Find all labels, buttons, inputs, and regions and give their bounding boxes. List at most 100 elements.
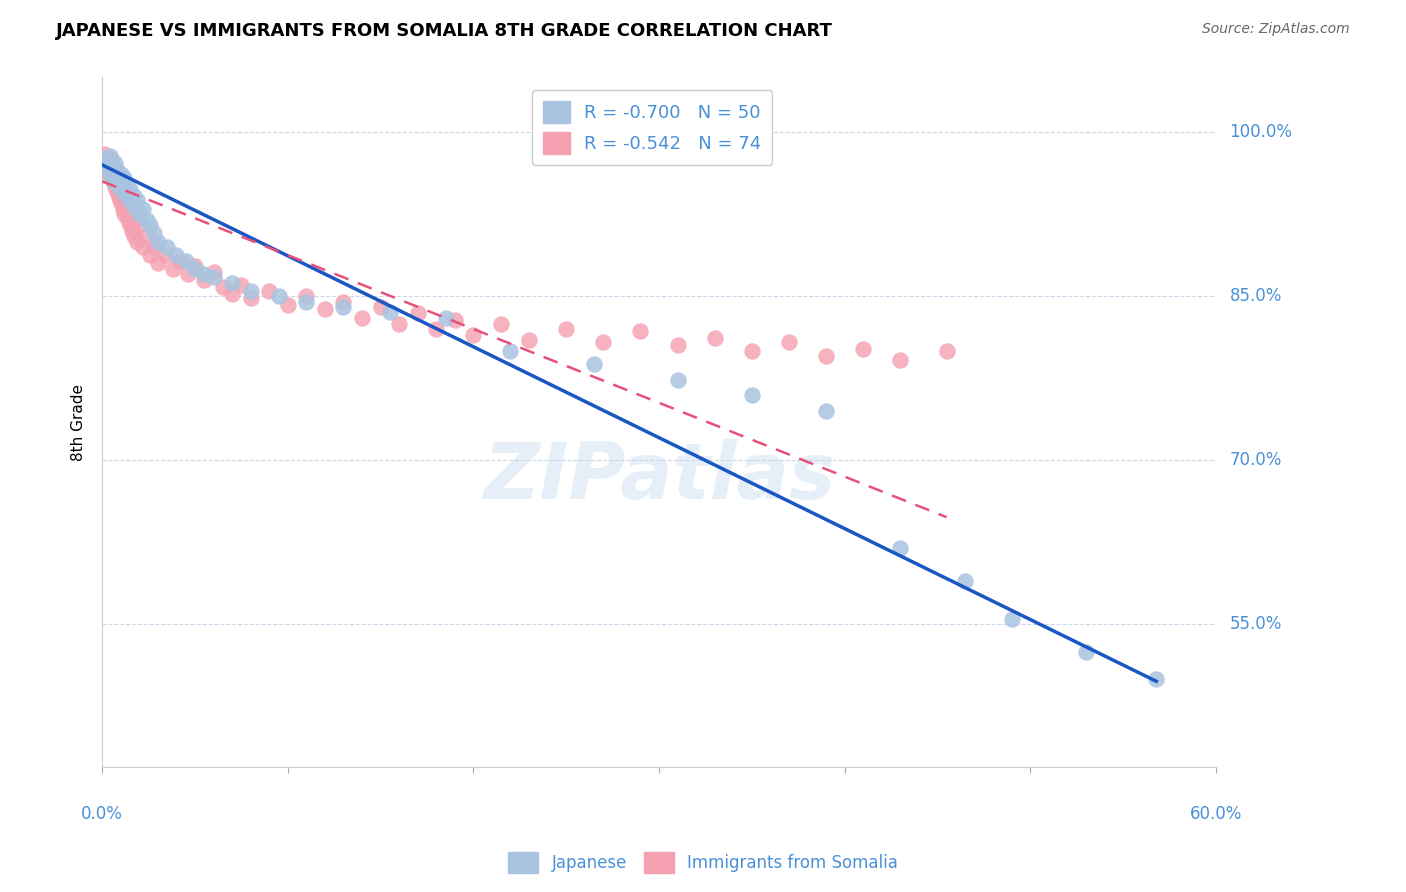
Point	[98, 149, 121, 163]
Text: 100.0%: 100.0%	[1230, 123, 1292, 141]
Point	[110, 188, 132, 202]
Point	[741, 387, 763, 401]
Point	[239, 292, 262, 306]
Point	[953, 574, 976, 588]
Point	[122, 188, 145, 202]
Point	[889, 541, 911, 555]
Point	[378, 304, 401, 318]
Point	[111, 202, 134, 216]
Point	[146, 235, 169, 249]
Point	[124, 212, 146, 227]
Text: ZIPatlas: ZIPatlas	[482, 439, 835, 516]
Point	[114, 171, 136, 186]
Point	[370, 300, 392, 314]
Point	[406, 305, 429, 319]
Point	[117, 212, 139, 227]
Point	[139, 218, 162, 232]
Point	[1144, 672, 1167, 686]
Point	[499, 343, 522, 358]
Point	[104, 171, 127, 186]
Point	[94, 153, 117, 167]
Point	[132, 240, 155, 254]
Point	[257, 284, 280, 298]
Point	[97, 155, 120, 169]
Point	[388, 317, 411, 331]
Point	[1000, 612, 1022, 626]
Point	[814, 350, 837, 364]
Y-axis label: 8th Grade: 8th Grade	[72, 384, 86, 460]
Point	[146, 256, 169, 270]
Point	[94, 160, 117, 174]
Text: 70.0%: 70.0%	[1230, 451, 1282, 469]
Point	[434, 311, 457, 326]
Point	[108, 174, 131, 188]
Text: JAPANESE VS IMMIGRANTS FROM SOMALIA 8TH GRADE CORRELATION CHART: JAPANESE VS IMMIGRANTS FROM SOMALIA 8TH …	[56, 22, 834, 40]
Point	[666, 338, 689, 352]
Point	[221, 287, 243, 301]
Point	[169, 254, 191, 268]
Point	[110, 167, 132, 181]
Point	[128, 207, 150, 221]
Point	[295, 294, 318, 309]
Point	[98, 158, 121, 172]
Point	[143, 240, 166, 254]
Point	[118, 182, 141, 196]
Point	[463, 327, 485, 342]
Point	[517, 333, 540, 347]
Point	[174, 254, 197, 268]
Point	[115, 196, 138, 211]
Point	[105, 163, 128, 178]
Point	[221, 276, 243, 290]
Point	[127, 235, 149, 249]
Legend: R = -0.700   N = 50, R = -0.542   N = 74: R = -0.700 N = 50, R = -0.542 N = 74	[531, 90, 772, 165]
Point	[443, 313, 465, 327]
Point	[202, 269, 225, 284]
Point	[239, 284, 262, 298]
Text: 0.0%: 0.0%	[82, 805, 124, 823]
Point	[122, 229, 145, 244]
Point	[103, 174, 125, 188]
Point	[332, 294, 354, 309]
Point	[111, 186, 134, 200]
Point	[114, 191, 136, 205]
Point	[139, 247, 162, 261]
Point	[332, 300, 354, 314]
Point	[165, 247, 187, 261]
Point	[162, 261, 184, 276]
Point	[555, 322, 578, 336]
Point	[100, 169, 122, 183]
Text: 60.0%: 60.0%	[1189, 805, 1241, 823]
Text: 85.0%: 85.0%	[1230, 287, 1282, 305]
Point	[104, 155, 127, 169]
Point	[111, 186, 134, 200]
Text: Source: ZipAtlas.com: Source: ZipAtlas.com	[1202, 22, 1350, 37]
Point	[104, 171, 127, 186]
Point	[314, 302, 336, 317]
Point	[121, 196, 143, 211]
Point	[128, 218, 150, 232]
Point	[115, 178, 138, 192]
Point	[105, 169, 128, 183]
Point	[103, 160, 125, 174]
Point	[1074, 645, 1097, 659]
Point	[132, 202, 155, 216]
Point	[592, 335, 614, 350]
Point	[156, 240, 179, 254]
Point	[108, 179, 131, 194]
Point	[778, 335, 800, 350]
Point	[211, 280, 233, 294]
Point	[935, 343, 957, 358]
Point	[93, 153, 115, 167]
Point	[105, 186, 128, 200]
Point	[176, 268, 198, 282]
Point	[94, 160, 117, 174]
Point	[889, 352, 911, 367]
Point	[117, 191, 139, 205]
Point	[202, 265, 225, 279]
Point	[582, 357, 605, 371]
Point	[193, 273, 215, 287]
Legend: Japanese, Immigrants from Somalia: Japanese, Immigrants from Somalia	[502, 846, 904, 880]
Point	[100, 167, 122, 181]
Point	[121, 224, 143, 238]
Point	[97, 157, 120, 171]
